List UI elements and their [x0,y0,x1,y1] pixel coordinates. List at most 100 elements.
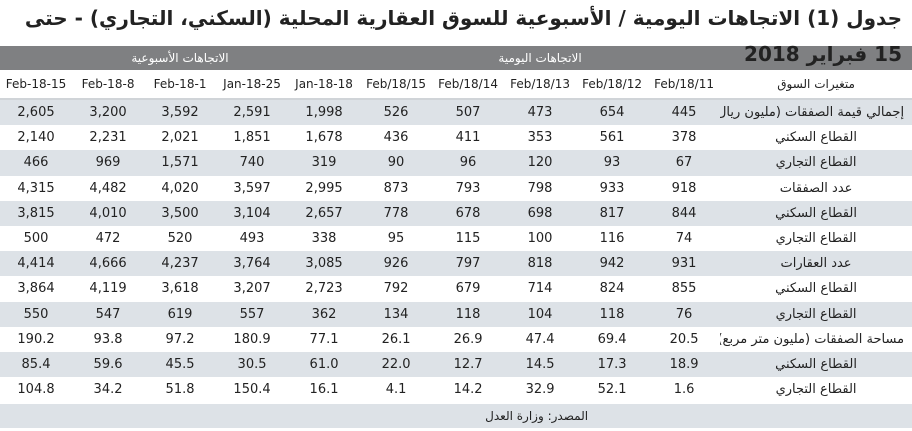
table-cell: 969 [72,150,145,176]
table-cell: 67 [648,150,721,176]
table-cell: 797 [432,251,505,277]
table-cell: 118 [576,301,649,327]
table-cell: 90 [360,150,433,176]
table-cell: 918 [671,180,697,196]
table-cell: 3,618 [161,281,199,297]
table-cell: 104 [504,301,577,327]
table-row: مساحة الصفقات (مليون متر مربع) 20.5 69.4 47… [0,327,912,352]
table-cell: 97.2 [165,331,195,347]
table-cell: 34.2 [93,382,123,398]
table-cell: 550 [0,301,73,327]
table-cell: 844 [648,200,721,226]
table-cell: 3,085 [288,251,361,277]
column-header: 18-Jan-18 [288,70,361,100]
table-cell: 52.1 [597,382,627,398]
table-row: القطاع التجاري 1.6 52.1 32.9 14.2 4.1 16.1 150.… [0,377,912,403]
table-cell: 93 [576,150,649,176]
table-cell: 2,140 [17,130,55,146]
group-header-empty [720,46,912,70]
table-cell: 619 [144,301,217,327]
table-row: القطاع السكني 855 824 714 679 792 2,723 3,207 3,… [0,276,912,301]
table-cell: 12.7 [432,351,505,378]
table-cell: 473 [504,99,577,126]
table-cell: 1,851 [233,130,271,146]
column-header: Feb/18/15 [360,70,433,100]
table-cell: 93.8 [93,331,123,347]
row-label: القطاع السكني [720,200,912,226]
table-cell: 526 [360,99,433,126]
table-cell: 59.6 [72,351,145,378]
table-cell: 134 [360,301,433,327]
table-cell: 61.0 [288,351,361,378]
table-cell: 873 [383,180,409,196]
table-cell: 931 [648,251,721,277]
table-cell: 933 [599,180,625,196]
table-cell: 180.9 [233,331,271,347]
table-cell: 118 [432,301,505,327]
table-row: القطاع السكني 18.9 17.3 14.5 12.7 22.0 61.0 30.… [0,351,912,378]
table-cell: 115 [455,231,481,247]
row-label: عدد العقارات [720,251,912,277]
column-header-label: متغيرات السوق [720,70,912,100]
table-cell: 926 [360,251,433,277]
table-cell: 500 [23,231,49,247]
table-cell: 1.6 [673,382,695,398]
table-cell: 3,597 [233,180,271,196]
table-cell: 100 [527,231,553,247]
table-cell: 77.1 [309,331,339,347]
table-cell: 74 [675,231,693,247]
table-cell: 678 [432,200,505,226]
column-header: 1-Feb-18 [144,70,217,100]
market-trends-table: الاتجاهات اليومية الاتجاهات الأسبوعية مت… [0,46,912,429]
table-cell: 51.8 [165,382,195,398]
table-cell: 14.2 [453,382,483,398]
row-label: القطاع التجاري [720,301,912,327]
table-cell: 116 [599,231,625,247]
table-row: عدد العقارات 931 942 818 797 926 3,085 3,764 4,2… [0,251,912,277]
group-header-weekly: الاتجاهات الأسبوعية [0,46,361,70]
table-row: عدد الصفقات 918 933 798 793 873 2,995 3,597 4,02… [0,176,912,201]
table-cell: 26.1 [381,331,411,347]
table-cell: 3,500 [144,200,217,226]
table-cell: 362 [288,301,361,327]
table-cell: 3,764 [216,251,289,277]
source-note: المصدر: وزارة العدل [0,402,912,429]
table-row: القطاع التجاري 67 93 120 96 90 319 740 1,571 969 4… [0,150,912,176]
table-cell: 353 [527,130,553,146]
column-header: 8-Feb-18 [72,70,145,100]
row-label: القطاع التجاري [775,382,857,398]
table-cell: 740 [216,150,289,176]
table-cell: 319 [288,150,361,176]
table-cell: 4,010 [72,200,145,226]
table-cell: 2,231 [89,130,127,146]
table-cell: 85.4 [0,351,73,378]
table-cell: 1,571 [144,150,217,176]
table-cell: 714 [527,281,553,297]
table-cell: 30.5 [216,351,289,378]
table-cell: 798 [527,180,553,196]
table-cell: 4,414 [0,251,73,277]
table-cell: 120 [504,150,577,176]
table-cell: 4,666 [72,251,145,277]
table-cell: 654 [576,99,649,126]
table-cell: 16.1 [309,382,339,398]
table-cell: 4,482 [89,180,127,196]
table-cell: 18.9 [648,351,721,378]
table-cell: 1,998 [288,99,361,126]
table-cell: 445 [648,99,721,126]
row-label: القطاع التجاري [720,150,912,176]
row-label: مساحة الصفقات (مليون متر مربع) [720,331,905,347]
table-cell: 793 [455,180,481,196]
table-cell: 4,237 [144,251,217,277]
table-cell: 20.5 [669,331,699,347]
table-cell: 150.4 [233,382,271,398]
table-cell: 4,020 [161,180,199,196]
table-cell: 778 [360,200,433,226]
table-cell: 4.1 [385,382,407,398]
table-cell: 3,200 [72,99,145,126]
table-cell: 47.4 [525,331,555,347]
table-cell: 96 [432,150,505,176]
group-header-daily: الاتجاهات اليومية [360,46,721,70]
table-cell: 3,104 [216,200,289,226]
table-cell: 855 [671,281,697,297]
